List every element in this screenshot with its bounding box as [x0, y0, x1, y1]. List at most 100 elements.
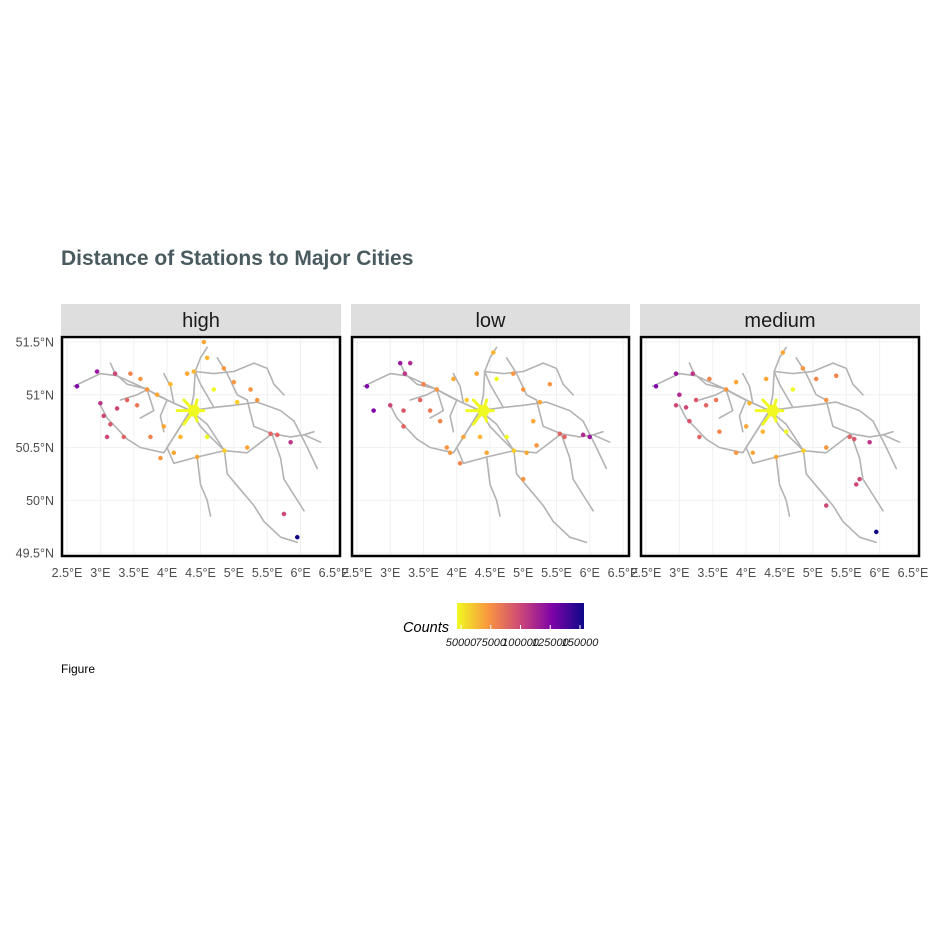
- rail-line: [139, 388, 155, 419]
- station-point: [484, 450, 489, 456]
- facet-label-high: high: [182, 310, 220, 332]
- station-point: [288, 439, 293, 445]
- station-point: [98, 400, 103, 406]
- station-point: [760, 429, 766, 434]
- x-tick-label: 4.5°E: [764, 566, 795, 580]
- station-point: [427, 408, 433, 413]
- x-tick-label: 2.5°E: [342, 566, 373, 580]
- station-point: [857, 476, 862, 482]
- chart-title: Distance of Stations to Major Cities: [61, 247, 414, 270]
- station-point: [451, 376, 456, 382]
- station-point: [750, 450, 756, 456]
- rail-line: [449, 399, 458, 433]
- station-point: [401, 424, 406, 429]
- station-point: [108, 421, 113, 427]
- station-point: [547, 381, 553, 387]
- rail-line: [189, 409, 273, 454]
- station-point: [211, 387, 217, 392]
- x-tick-label: 6.5°E: [608, 566, 639, 580]
- station-point: [171, 450, 177, 456]
- station-point: [580, 432, 586, 438]
- station-point: [447, 450, 453, 456]
- station-point: [222, 448, 227, 453]
- x-tick-label: 6°E: [580, 566, 600, 580]
- rail-line: [362, 372, 481, 412]
- facet-strip-high: [61, 304, 341, 335]
- rail-line: [582, 420, 608, 470]
- station-point: [823, 445, 829, 450]
- rail-line: [293, 420, 319, 470]
- rail-line: [409, 388, 438, 401]
- panel-border-high: [60, 335, 342, 558]
- rail-line: [452, 372, 465, 404]
- x-tick-label: 5.5°E: [541, 566, 572, 580]
- station-point: [733, 450, 739, 456]
- station-point: [191, 369, 197, 374]
- rail-line: [795, 357, 827, 401]
- rail-line: [72, 372, 192, 412]
- x-tick-label: 2.5°E: [52, 566, 83, 580]
- rail-line: [194, 362, 255, 375]
- y-tick-label: 51.5°N: [16, 336, 54, 350]
- station-point: [524, 450, 529, 456]
- station-point: [693, 397, 699, 403]
- rail-line: [505, 357, 538, 401]
- rail-line: [773, 362, 834, 375]
- station-point: [813, 376, 819, 382]
- x-tick-label: 3°E: [669, 566, 689, 580]
- station-point: [281, 511, 287, 517]
- station-point: [371, 408, 376, 413]
- x-tick-label: 4.5°E: [475, 566, 506, 580]
- station-point: [417, 397, 423, 403]
- station-point: [464, 397, 470, 403]
- station-point: [853, 482, 859, 487]
- legend-tick-label: 150000: [562, 637, 600, 649]
- station-point: [121, 434, 127, 440]
- rail-line: [825, 399, 852, 435]
- x-tick-label: 2.5°E: [631, 566, 662, 580]
- x-tick-label: 3°E: [90, 566, 110, 580]
- station-point: [851, 436, 857, 442]
- station-point: [690, 371, 696, 376]
- rail-line: [882, 434, 901, 443]
- station-point: [474, 371, 480, 376]
- station-point: [537, 399, 543, 405]
- x-tick-label: 5.5°E: [831, 566, 862, 580]
- rail-line: [698, 388, 727, 401]
- station-point: [530, 418, 536, 424]
- station-point: [128, 371, 133, 376]
- x-tick-label: 4°E: [736, 566, 756, 580]
- facet-label-medium: medium: [744, 310, 815, 332]
- rail-line: [738, 399, 747, 433]
- station-point: [534, 443, 539, 448]
- station-point: [444, 445, 450, 450]
- station-point: [184, 371, 190, 376]
- facet-label-low: low: [475, 310, 506, 332]
- station-point: [387, 402, 393, 408]
- station-point: [780, 350, 786, 355]
- station-point: [134, 402, 140, 408]
- rail-line: [271, 433, 305, 512]
- station-point: [494, 376, 499, 382]
- station-point: [683, 405, 689, 410]
- x-tick-label: 6.5°E: [898, 566, 929, 580]
- x-tick-label: 4.5°E: [185, 566, 216, 580]
- station-point: [873, 529, 879, 535]
- station-point: [833, 373, 839, 379]
- rail-line: [773, 370, 874, 422]
- station-point: [364, 384, 370, 389]
- station-point: [204, 434, 210, 440]
- y-tick-label: 50°N: [26, 494, 54, 508]
- hub-station-cluster: [187, 404, 200, 417]
- station-point: [763, 376, 769, 382]
- station-point: [437, 418, 443, 424]
- station-point: [248, 387, 253, 392]
- rail-line: [718, 388, 734, 419]
- station-point: [74, 384, 80, 389]
- station-point: [823, 397, 829, 403]
- station-point: [104, 434, 110, 440]
- x-tick-label: 3°E: [380, 566, 400, 580]
- station-point: [461, 434, 466, 440]
- station-point: [773, 454, 779, 460]
